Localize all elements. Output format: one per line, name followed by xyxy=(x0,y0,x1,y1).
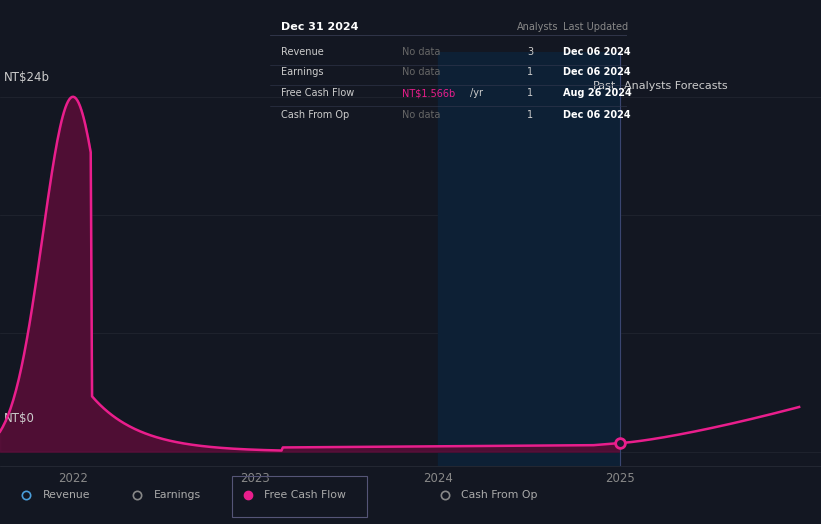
Text: Dec 06 2024: Dec 06 2024 xyxy=(563,110,631,119)
Text: Analysts Forecasts: Analysts Forecasts xyxy=(625,81,728,91)
Text: Analysts: Analysts xyxy=(516,21,558,32)
Text: Free Cash Flow: Free Cash Flow xyxy=(264,490,346,500)
Text: Cash From Op: Cash From Op xyxy=(461,490,538,500)
Text: /yr: /yr xyxy=(470,88,483,98)
Text: Last Updated: Last Updated xyxy=(563,21,628,32)
Text: 1: 1 xyxy=(527,67,534,77)
Text: Dec 06 2024: Dec 06 2024 xyxy=(563,47,631,57)
Text: Aug 26 2024: Aug 26 2024 xyxy=(563,88,631,98)
Text: 1: 1 xyxy=(527,88,534,98)
Text: Revenue: Revenue xyxy=(281,47,323,57)
Text: NT$0: NT$0 xyxy=(4,412,35,425)
Text: Revenue: Revenue xyxy=(43,490,90,500)
Text: Free Cash Flow: Free Cash Flow xyxy=(281,88,354,98)
Text: No data: No data xyxy=(402,67,441,77)
Text: Dec 06 2024: Dec 06 2024 xyxy=(563,67,631,77)
Text: No data: No data xyxy=(402,47,441,57)
Text: NT$24b: NT$24b xyxy=(4,71,50,84)
Text: Cash From Op: Cash From Op xyxy=(281,110,349,119)
Text: Past: Past xyxy=(593,81,617,91)
Text: Dec 31 2024: Dec 31 2024 xyxy=(281,21,358,32)
Text: Earnings: Earnings xyxy=(154,490,200,500)
Text: 1: 1 xyxy=(527,110,534,119)
Text: 3: 3 xyxy=(527,47,534,57)
Text: Earnings: Earnings xyxy=(281,67,323,77)
Text: NT$1.566b: NT$1.566b xyxy=(402,88,456,98)
Bar xyxy=(438,52,621,466)
Text: No data: No data xyxy=(402,110,441,119)
